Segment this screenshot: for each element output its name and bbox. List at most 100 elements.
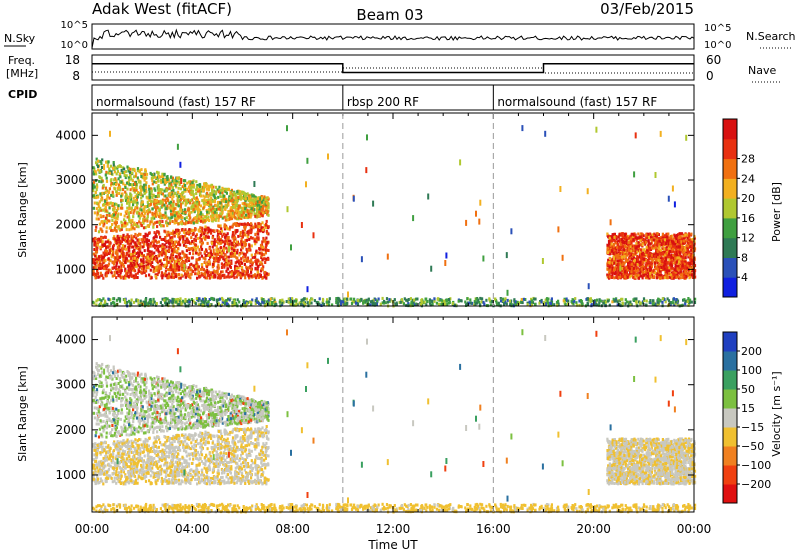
power-cell: [156, 178, 159, 182]
power-cell: [209, 255, 212, 259]
power-cell: [132, 215, 135, 219]
power-cell: [161, 243, 164, 247]
power-cell: [105, 252, 108, 256]
power-cell: [171, 263, 174, 267]
power-cell: [658, 239, 661, 243]
power-cell: [142, 219, 145, 223]
power-cell: [209, 273, 212, 277]
power-cell: [254, 266, 257, 270]
power-cell: [94, 243, 97, 247]
power-cell: [236, 256, 239, 260]
power-cell: [164, 201, 168, 205]
power-cell: [261, 221, 264, 225]
power-cell: [154, 239, 157, 243]
power-cell: [216, 272, 219, 276]
power-cell: [170, 253, 173, 257]
power-cell: [640, 261, 644, 265]
power-cell: [127, 211, 130, 215]
power-cell: [108, 251, 111, 255]
power-cell: [260, 256, 263, 259]
power-cell: [222, 257, 225, 261]
power-cell: [267, 213, 270, 217]
power-cell: [168, 241, 171, 245]
power-cell: [113, 221, 116, 225]
power-cell: [622, 269, 625, 273]
power-cell: [139, 180, 142, 184]
power-cell: [113, 226, 117, 230]
power-cell: [102, 236, 105, 240]
power-cell: [265, 206, 268, 210]
power-cell: [239, 194, 242, 198]
power-cell: [211, 219, 214, 223]
power-cell: [675, 251, 678, 254]
power-cell: [650, 265, 653, 269]
power-cell: [152, 225, 155, 229]
power-cell: [110, 249, 113, 253]
power-cell: [133, 188, 136, 192]
power-cell: [213, 252, 217, 256]
power-cell: [124, 196, 127, 200]
power-cell: [189, 263, 192, 267]
power-cell: [219, 276, 222, 280]
power-cell: [132, 203, 135, 207]
power-cell: [612, 257, 615, 261]
power-cell: [676, 236, 679, 240]
power-cell: [630, 268, 633, 271]
power-cell: [124, 274, 127, 278]
power-cell: [649, 232, 652, 236]
power-cell: [199, 194, 203, 198]
power-cell: [111, 202, 114, 205]
power-cell: [643, 238, 646, 242]
power-cell: [157, 189, 160, 192]
power-cell: [225, 188, 228, 192]
power-cell: [258, 205, 261, 209]
power-cell: [620, 260, 623, 264]
power-cell: [225, 259, 228, 262]
power-cell: [101, 274, 104, 278]
power-cell: [226, 218, 229, 222]
power-cell: [120, 262, 123, 266]
power-cell: [263, 253, 266, 257]
power-cell: [215, 214, 218, 218]
power-cell: [231, 233, 234, 237]
power-cell: [173, 179, 176, 182]
power-cell: [241, 229, 244, 233]
power-cell: [180, 194, 183, 198]
power-cell: [613, 248, 616, 252]
power-cell: [135, 259, 139, 263]
power-cell: [130, 245, 133, 249]
power-cell: [256, 236, 259, 240]
power-cell: [140, 212, 144, 216]
power-cell: [101, 191, 104, 195]
power-cell: [94, 258, 97, 262]
power-cell: [220, 255, 223, 259]
power-cell: [171, 244, 174, 247]
power-cell: [199, 274, 202, 278]
power-cell: [259, 274, 262, 278]
power-cell: [96, 201, 99, 205]
power-cell: [680, 232, 684, 236]
power-cell: [217, 263, 220, 267]
power-cell: [234, 270, 237, 274]
power-cell: [262, 236, 265, 240]
power-cell: [183, 208, 187, 212]
power-cell: [241, 235, 244, 238]
power-cell: [607, 235, 610, 239]
power-cell: [177, 201, 180, 204]
power-cell: [244, 239, 247, 242]
power-cell: [131, 167, 135, 171]
power-cell: [140, 251, 143, 255]
power-cell: [134, 264, 137, 268]
power-cell: [108, 212, 111, 216]
power-cell: [175, 232, 178, 235]
power-cell: [164, 274, 167, 278]
power-cell: [138, 232, 141, 236]
power-cell: [154, 204, 157, 208]
power-cell: [216, 257, 219, 260]
power-cell: [161, 276, 164, 280]
power-cell: [200, 237, 203, 241]
power-cell: [124, 170, 128, 174]
nsky-strip: N.Sky 10^5 10^0 10^5 10^0 N.Search: [4, 20, 796, 51]
power-cell: [152, 202, 156, 206]
